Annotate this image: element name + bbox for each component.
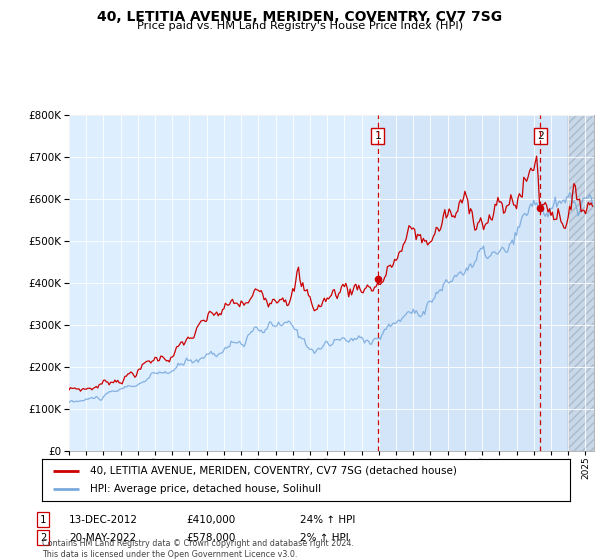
Text: 1: 1: [374, 131, 382, 141]
Text: 20-MAY-2022: 20-MAY-2022: [69, 533, 136, 543]
Text: 2% ↑ HPI: 2% ↑ HPI: [300, 533, 349, 543]
Text: Contains HM Land Registry data © Crown copyright and database right 2024.
This d: Contains HM Land Registry data © Crown c…: [42, 539, 354, 559]
Text: 40, LETITIA AVENUE, MERIDEN, COVENTRY, CV7 7SG: 40, LETITIA AVENUE, MERIDEN, COVENTRY, C…: [97, 10, 503, 24]
Text: £578,000: £578,000: [186, 533, 235, 543]
Bar: [378, 115, 568, 451]
Text: HPI: Average price, detached house, Solihull: HPI: Average price, detached house, Soli…: [89, 484, 320, 494]
Text: 13-DEC-2012: 13-DEC-2012: [69, 515, 138, 525]
Text: 24% ↑ HPI: 24% ↑ HPI: [300, 515, 355, 525]
Point: [373, 274, 383, 283]
Text: 2: 2: [537, 131, 544, 141]
Text: 40, LETITIA AVENUE, MERIDEN, COVENTRY, CV7 7SG (detached house): 40, LETITIA AVENUE, MERIDEN, COVENTRY, C…: [89, 466, 457, 476]
Bar: [568, 115, 600, 451]
Text: Price paid vs. HM Land Registry's House Price Index (HPI): Price paid vs. HM Land Registry's House …: [137, 21, 463, 31]
Text: £410,000: £410,000: [186, 515, 235, 525]
Text: 2: 2: [40, 533, 46, 543]
Text: 1: 1: [40, 515, 46, 525]
Point: [535, 204, 545, 213]
